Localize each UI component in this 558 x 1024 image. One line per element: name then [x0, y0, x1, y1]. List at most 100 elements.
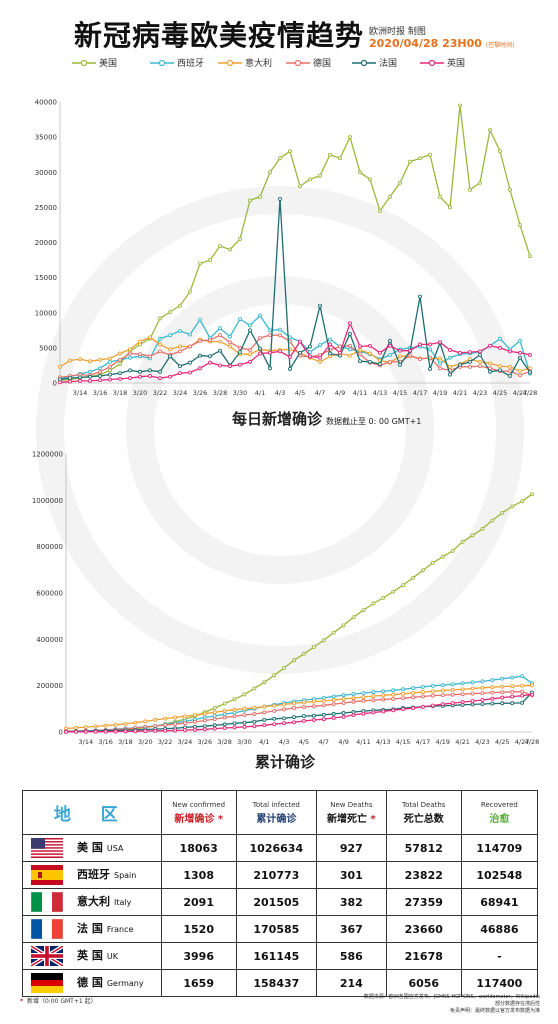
data-point — [108, 356, 112, 361]
data-point — [278, 196, 282, 201]
data-point — [168, 333, 172, 338]
data-point — [202, 727, 207, 732]
data-point — [470, 702, 475, 707]
data-point — [302, 705, 306, 709]
data-point — [148, 335, 152, 340]
data-point — [321, 698, 326, 703]
data-point — [378, 350, 382, 355]
data-point — [242, 713, 247, 717]
data-point — [470, 533, 475, 538]
x-tick-label: 4/17 — [416, 738, 431, 746]
cell-recovered: - — [460, 942, 539, 970]
cell-total-deaths: 57812 — [385, 834, 462, 862]
cell-recovered: 68941 — [460, 888, 539, 916]
chart1-title: 每日新增确诊 数据截止至 0: 00 GMT+1 — [232, 410, 422, 428]
data-point — [530, 692, 534, 697]
data-point — [381, 709, 386, 714]
data-point — [381, 689, 386, 694]
country-name-en: France — [106, 925, 134, 934]
data-point — [88, 378, 92, 383]
data-point — [138, 369, 142, 374]
data-point — [478, 359, 482, 364]
data-point — [510, 675, 515, 680]
data-point — [128, 368, 132, 373]
x-tick-label: 4/27 — [513, 389, 528, 397]
data-point — [272, 716, 277, 721]
legend-swatch — [352, 59, 376, 66]
data-point — [262, 704, 267, 709]
data-point — [228, 334, 232, 339]
x-tick-label: 3/18 — [113, 389, 128, 397]
data-point — [128, 376, 132, 381]
page-title: 新冠病毒欧美疫情趋势 — [74, 19, 365, 52]
cell-total-infected: 170585 — [235, 915, 317, 943]
data-point — [430, 693, 435, 698]
data-point — [118, 376, 122, 381]
data-point — [440, 693, 445, 698]
country-name-zh: 德 国 — [77, 976, 103, 989]
legend: 美国 西班牙 意大利 德国 法国 英国 — [0, 56, 558, 70]
data-point — [510, 701, 515, 706]
country-name-zh: 美 国 — [77, 841, 103, 854]
y-tick-label: 10000 — [35, 309, 57, 317]
data-point — [202, 724, 207, 729]
data-point — [268, 333, 272, 338]
data-point — [78, 357, 82, 362]
data-point — [391, 696, 396, 701]
data-point — [448, 348, 452, 352]
cell-new-confirmed: 1659 — [160, 969, 237, 997]
data-point — [518, 338, 522, 343]
data-point — [430, 560, 435, 565]
data-point — [368, 351, 372, 356]
data-point — [212, 714, 217, 718]
data-point — [88, 359, 92, 364]
data-point — [308, 344, 312, 349]
x-tick-label: 3/24 — [173, 389, 188, 397]
data-point — [173, 722, 178, 727]
y-tick-label: 15000 — [35, 274, 57, 282]
data-point — [272, 722, 277, 727]
data-point — [480, 691, 485, 696]
data-point — [228, 344, 232, 349]
data-point — [262, 717, 267, 722]
data-point — [118, 362, 122, 366]
data-point — [321, 638, 326, 643]
data-point — [103, 729, 108, 734]
data-point — [158, 342, 162, 347]
legend-swatch — [150, 59, 174, 66]
data-point — [262, 723, 267, 728]
y-tick-label: 40000 — [35, 99, 57, 107]
data-point — [460, 700, 465, 705]
data-point — [292, 715, 296, 720]
data-point — [371, 690, 376, 695]
data-point — [438, 356, 442, 361]
data-point — [302, 718, 306, 723]
data-point — [528, 366, 532, 371]
data-point — [278, 349, 282, 354]
data-point — [272, 703, 277, 708]
data-point — [143, 719, 148, 724]
data-point — [448, 364, 452, 369]
data-point — [361, 711, 366, 716]
data-point — [248, 352, 252, 357]
data-point — [248, 323, 252, 328]
data-point — [128, 347, 132, 352]
data-point — [488, 369, 492, 374]
data-point — [341, 623, 346, 628]
data-point — [450, 692, 455, 697]
x-tick-label: 4/9 — [335, 389, 345, 397]
data-point — [331, 715, 336, 720]
stats-table-wrap: 地 区 New confirmed 新增确诊 * Total infected 累计… — [22, 790, 539, 997]
data-point — [202, 715, 207, 720]
data-point — [268, 366, 272, 371]
data-point — [148, 354, 152, 359]
data-point — [450, 548, 455, 553]
data-point — [338, 344, 342, 349]
data-point — [450, 701, 455, 706]
data-point — [411, 686, 415, 691]
x-tick-label: 4/23 — [475, 738, 490, 746]
y-tick-label: 400000 — [36, 636, 63, 644]
data-point — [478, 364, 482, 369]
x-tick-label: 3/30 — [233, 389, 248, 397]
data-point — [418, 294, 422, 299]
